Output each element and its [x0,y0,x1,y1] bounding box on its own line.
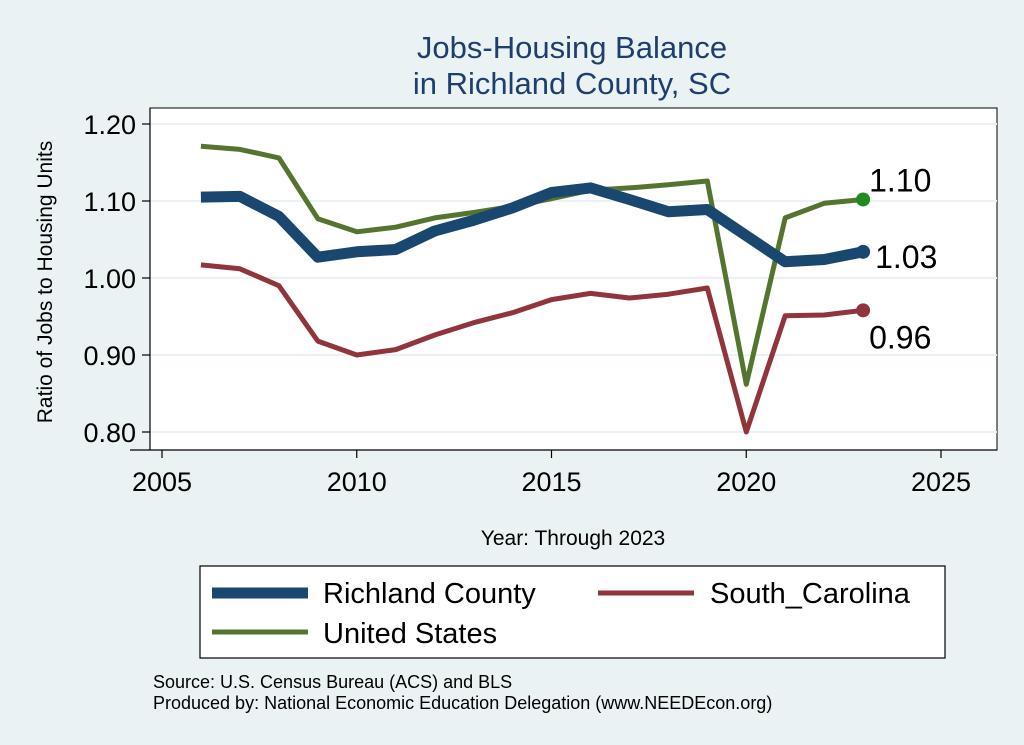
chart-notes: Source: U.S. Census Bureau (ACS) and BLS… [153,672,772,714]
end-marker-united-states [856,192,871,207]
end-marker-richland-county [856,244,871,259]
x-tick-label-2020: 2020 [716,467,776,497]
y-tick-label-1-20: 1.20 [83,110,136,140]
y-axis-label: Ratio of Jobs to Housing Units [34,141,57,423]
legend-box [199,565,946,659]
legend-label-south-carolina: South_Carolina [710,578,911,610]
producer-note: Produced by: National Economic Education… [153,693,773,713]
gridlines [150,123,997,433]
end-label-richland-county: 1.03 [875,239,937,275]
legend-label-richland: Richland County [323,578,536,610]
end-marker-south-carolina [856,303,871,318]
x-tick-label-2005: 2005 [132,467,192,497]
y-tick-label-1-00: 1.00 [83,264,136,294]
y-tick-label-0-90: 0.90 [83,341,136,371]
x-ticks: 2005 2010 2015 2020 2025 [132,450,971,497]
series-line-richland-county [200,182,865,268]
x-tick-label-2025: 2025 [911,467,971,497]
y-ticks: 0.80 0.90 1.00 1.10 1.20 [83,110,150,448]
source-note: Source: U.S. Census Bureau (ACS) and BLS [153,672,513,692]
end-label-united-states: 1.10 [869,162,931,198]
axes [130,108,997,451]
x-axis-label: Year: Through 2023 [481,527,666,550]
y-tick-label-1-10: 1.10 [83,187,136,217]
chart-title-line-2: in Richland County, SC [413,66,731,101]
end-markers [856,192,871,318]
end-label-south-carolina: 0.96 [869,319,931,355]
x-tick-label-2015: 2015 [521,467,581,497]
y-tick-label-0-80: 0.80 [83,418,136,448]
x-tick-label-2010: 2010 [327,467,387,497]
series-lines [200,143,865,435]
legend-label-united-states: United States [323,618,497,650]
end-labels: 1.03 0.96 1.10 [869,162,937,355]
legend: Richland County South_Carolina United St… [199,565,946,659]
chart-title-line-1: Jobs-Housing Balance [417,30,727,65]
series-line-south-carolina [200,262,864,435]
